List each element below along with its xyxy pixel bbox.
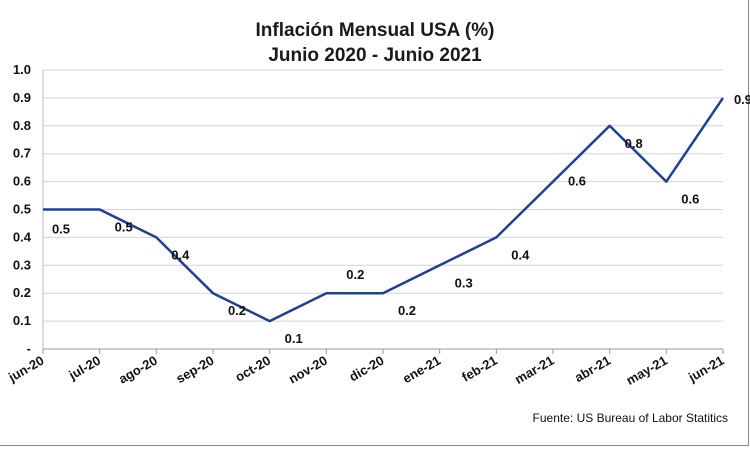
data-label: 0.2 [346,267,364,282]
data-label: 0.9 [734,92,750,107]
data-labels: 0.5 0.5 0.4 0.2 0.1 0.2 0.2 0.3 0.4 0.6 0.8 0.6 0.9 [52,92,750,346]
x-tick-label: mar-21 [512,353,556,387]
chart-title: Inflación Mensual USA (%) [255,20,495,41]
data-label: 0.2 [398,303,416,318]
data-label: 0.3 [455,275,473,290]
data-label: 0.5 [52,222,70,237]
y-tick-label: 0.1 [13,313,31,328]
y-tick-label: - [27,341,31,356]
y-tick-label: 0.2 [13,285,31,300]
y-tick-label: 0.7 [13,146,31,161]
y-tick-labels: - 0.1 0.2 0.3 0.4 0.5 0.6 0.7 0.8 0.9 1.0 [13,62,32,356]
series [43,97,725,323]
gridlines [43,69,723,322]
x-tick-label: feb-21 [459,353,500,385]
data-label: 0.6 [568,174,586,189]
data-label: 0.8 [625,136,643,151]
x-tick-label: ene-21 [400,353,443,387]
x-tick-label: jun-20 [5,353,47,386]
x-tick-label: nov-20 [286,353,330,387]
x-tick-label: jun-21 [685,353,727,386]
series-line [43,97,725,323]
x-tick-label: abr-21 [572,353,613,386]
chart-subtitle: Junio 2020 - Junio 2021 [268,45,482,66]
data-label: 0.1 [285,331,303,346]
y-tick-label: 0.5 [13,202,31,217]
y-tick-label: 1.0 [13,62,31,77]
axes [42,70,724,354]
y-tick-label: 0.6 [13,174,31,189]
y-tick-label: 0.8 [13,118,31,133]
y-tick-label: 0.9 [13,90,31,105]
data-label: 0.4 [171,247,190,262]
y-tick-label: 0.3 [13,257,31,272]
x-tick-label: oct-20 [233,353,274,385]
x-tick-label: dic-20 [346,353,386,385]
x-tick-label: jul-20 [65,353,103,383]
source-note: Fuente: US Bureau of Labor Statitics [532,411,728,425]
y-tick-label: 0.4 [13,229,32,244]
data-label: 0.5 [115,220,133,235]
data-label: 0.2 [228,303,246,318]
x-tick-labels: jun-20 jul-20 ago-20 sep-20 oct-20 nov-20 dic-… [5,353,727,388]
x-tick-label: sep-20 [173,353,216,387]
x-tick-label: may-21 [624,353,670,388]
data-label: 0.4 [511,247,530,262]
x-tick-label: ago-20 [116,353,160,387]
data-label: 0.6 [681,192,699,207]
